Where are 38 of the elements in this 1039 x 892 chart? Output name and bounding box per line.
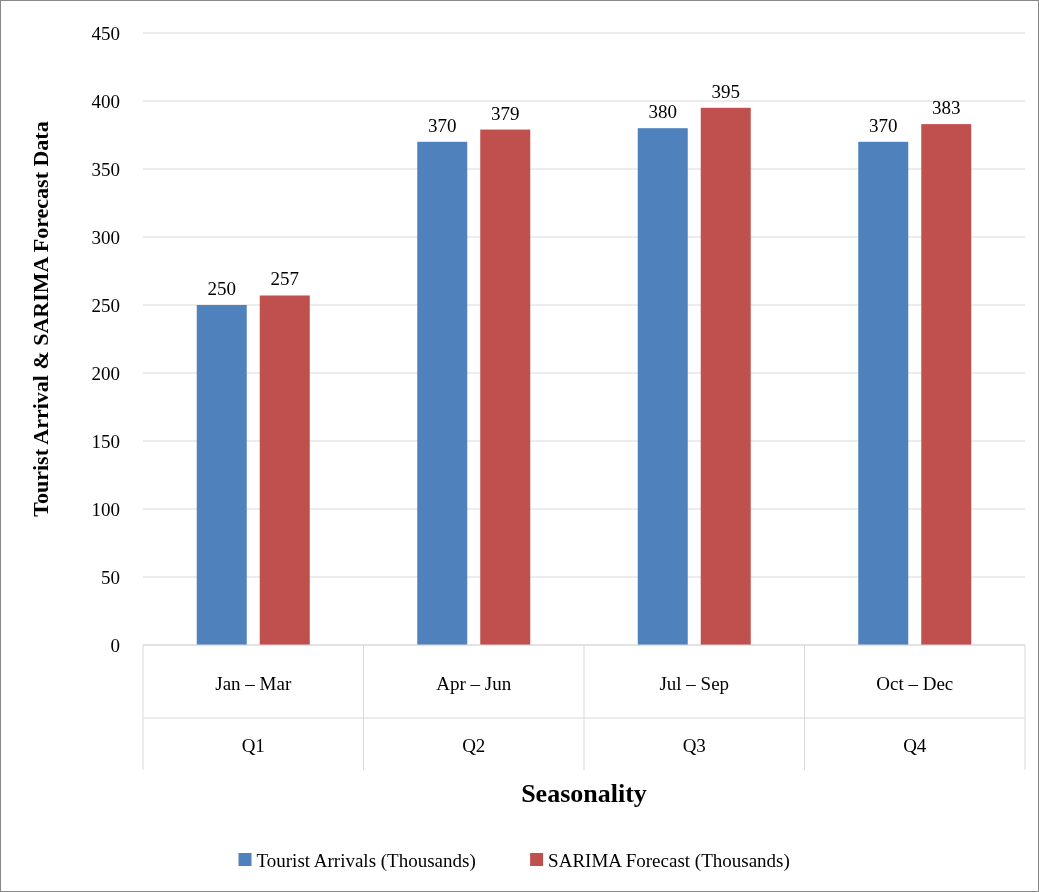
x-tick-label: Jan – Mar [215,673,292,694]
y-tick-label: 150 [91,430,120,452]
text: Q4 [903,735,927,756]
text: Q3 [682,735,706,756]
text: Q1 [241,735,265,756]
y-tick-label: 200 [91,362,120,384]
legend-label: Tourist Arrivals (Thousands) [256,849,476,872]
data-label: 250 [207,278,236,299]
bar [417,141,468,645]
data-label: 383 [932,97,961,119]
bar [196,305,247,645]
y-tick-label: 300 [91,226,120,248]
data-label: 380 [648,101,677,123]
y-tick-label: 100 [91,498,120,520]
text: Q2 [462,735,486,756]
legend-label: SARIMA Forecast (Thousands) [548,849,790,872]
y-tick-label: 50 [101,566,120,588]
y-tick-label: 0 [110,634,120,656]
x-tick-label: Apr – Jun [436,673,512,694]
bar [700,107,751,645]
bar [259,295,310,645]
bar [921,124,972,645]
bar [858,141,909,645]
y-tick-label: 400 [91,90,120,112]
y-tick-label: 450 [91,22,120,44]
y-tick-label: 350 [91,158,120,180]
bar [480,129,531,645]
x-axis-title: Seasonality [521,779,647,808]
x-tick-label: Jul – Sep [659,673,730,694]
y-axis-title: Tourist Arrival & SARIMA Forecast Data [28,121,53,517]
data-label: 370 [428,114,457,136]
x-tick-label: Oct – Dec [876,673,954,694]
data-label: 379 [491,102,520,124]
bar [637,128,688,645]
data-label: 395 [711,80,740,102]
data-label: 257 [270,268,299,290]
data-label: 370 [869,114,898,136]
y-tick-label: 250 [91,294,120,316]
